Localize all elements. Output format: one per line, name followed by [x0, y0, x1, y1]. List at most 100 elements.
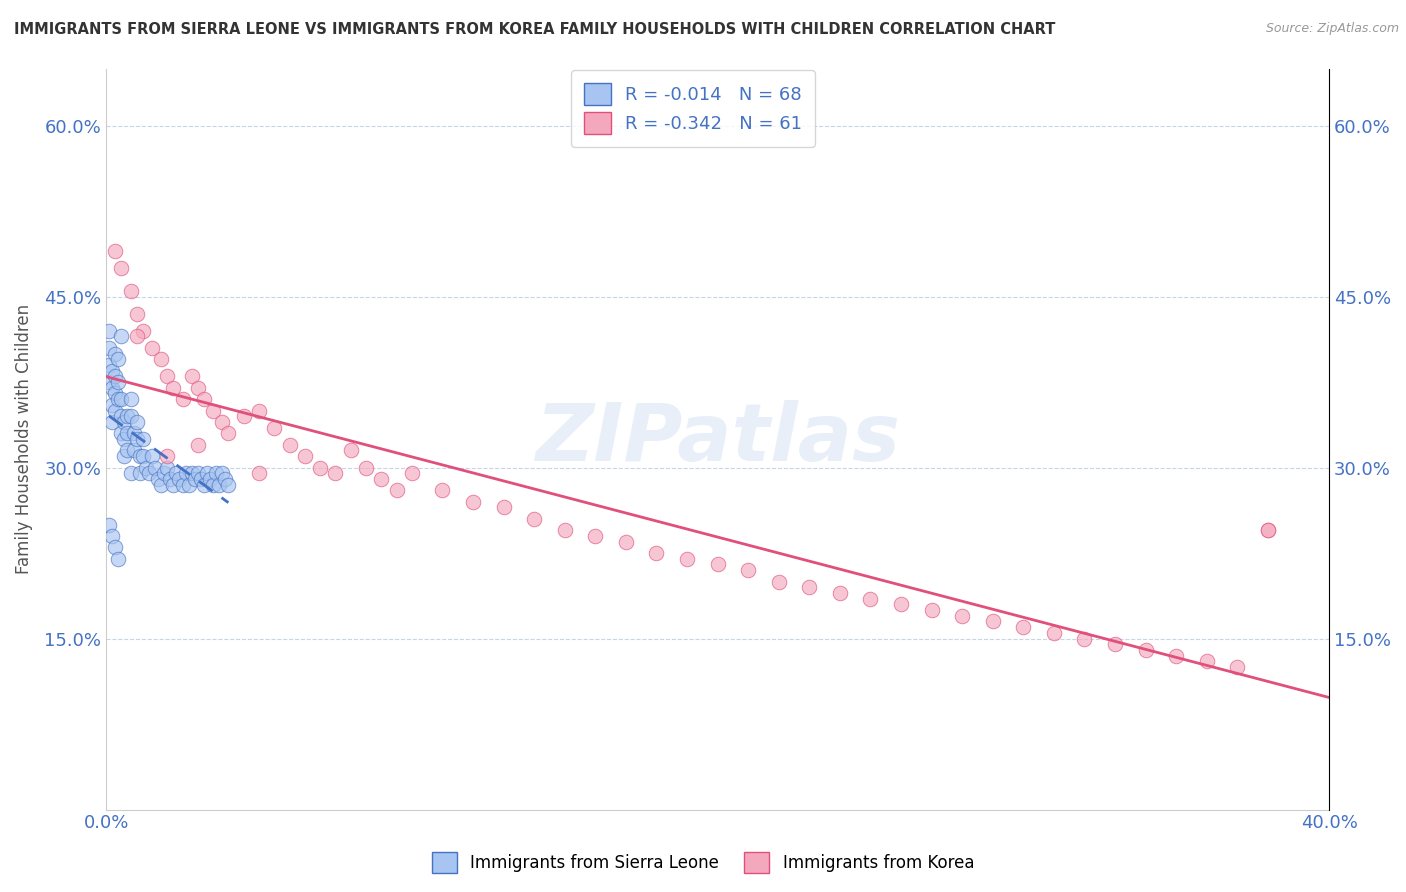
Text: ZIPatlas: ZIPatlas	[536, 400, 900, 478]
Point	[737, 563, 759, 577]
Point	[461, 494, 484, 508]
Point	[232, 409, 254, 424]
Point	[554, 523, 576, 537]
Point	[120, 392, 142, 406]
Point	[676, 551, 699, 566]
Point	[583, 529, 606, 543]
Point	[1195, 654, 1218, 668]
Point	[294, 449, 316, 463]
Point	[141, 341, 163, 355]
Point	[187, 381, 209, 395]
Point	[859, 591, 882, 606]
Point	[706, 558, 728, 572]
Point	[211, 415, 233, 429]
Point	[107, 551, 129, 566]
Point	[117, 443, 139, 458]
Point	[110, 409, 132, 424]
Text: Source: ZipAtlas.com: Source: ZipAtlas.com	[1265, 22, 1399, 36]
Point	[217, 477, 239, 491]
Point	[146, 472, 169, 486]
Point	[101, 529, 124, 543]
Point	[1073, 632, 1095, 646]
Point	[120, 409, 142, 424]
Point	[125, 432, 148, 446]
Point	[162, 381, 184, 395]
Point	[799, 580, 821, 594]
Point	[104, 403, 127, 417]
Point	[981, 615, 1004, 629]
Point	[309, 460, 332, 475]
Point	[172, 392, 194, 406]
Point	[1226, 660, 1249, 674]
Legend: Immigrants from Sierra Leone, Immigrants from Korea: Immigrants from Sierra Leone, Immigrants…	[425, 846, 981, 880]
Point	[339, 443, 361, 458]
Point	[523, 512, 546, 526]
Point	[138, 467, 160, 481]
Point	[159, 472, 181, 486]
Point	[202, 477, 225, 491]
Point	[768, 574, 790, 589]
Point	[325, 467, 347, 481]
Point	[614, 534, 637, 549]
Point	[114, 449, 136, 463]
Point	[828, 586, 851, 600]
Point	[104, 244, 127, 258]
Point	[1135, 643, 1157, 657]
Point	[107, 375, 129, 389]
Point	[187, 467, 209, 481]
Point	[190, 472, 212, 486]
Point	[107, 392, 129, 406]
Point	[98, 375, 121, 389]
Point	[117, 426, 139, 441]
Point	[172, 477, 194, 491]
Point	[162, 477, 184, 491]
Point	[156, 369, 179, 384]
Point	[107, 352, 129, 367]
Point	[198, 472, 221, 486]
Point	[208, 477, 231, 491]
Point	[370, 472, 392, 486]
Point	[921, 603, 943, 617]
Point	[202, 403, 225, 417]
Point	[211, 467, 233, 481]
Point	[890, 598, 912, 612]
Point	[141, 449, 163, 463]
Point	[110, 260, 132, 275]
Point	[120, 467, 142, 481]
Point	[1257, 523, 1279, 537]
Point	[110, 392, 132, 406]
Point	[156, 449, 179, 463]
Point	[492, 500, 515, 515]
Point	[101, 381, 124, 395]
Point	[432, 483, 454, 498]
Point	[98, 358, 121, 372]
Point	[1012, 620, 1035, 634]
Point	[169, 472, 191, 486]
Point	[104, 346, 127, 360]
Point	[135, 460, 157, 475]
Point	[101, 415, 124, 429]
Point	[180, 369, 202, 384]
Point	[104, 541, 127, 555]
Point	[354, 460, 377, 475]
Point	[195, 467, 218, 481]
Point	[1257, 523, 1279, 537]
Point	[214, 472, 236, 486]
Point	[125, 329, 148, 343]
Point	[1166, 648, 1188, 663]
Point	[193, 392, 215, 406]
Legend: R = -0.014   N = 68, R = -0.342   N = 61: R = -0.014 N = 68, R = -0.342 N = 61	[571, 70, 815, 146]
Point	[385, 483, 408, 498]
Point	[132, 432, 155, 446]
Point	[193, 477, 215, 491]
Point	[153, 467, 176, 481]
Point	[247, 403, 270, 417]
Point	[98, 324, 121, 338]
Point	[104, 369, 127, 384]
Point	[177, 477, 200, 491]
Point	[114, 432, 136, 446]
Point	[122, 443, 145, 458]
Point	[132, 324, 155, 338]
Point	[101, 398, 124, 412]
Point	[125, 307, 148, 321]
